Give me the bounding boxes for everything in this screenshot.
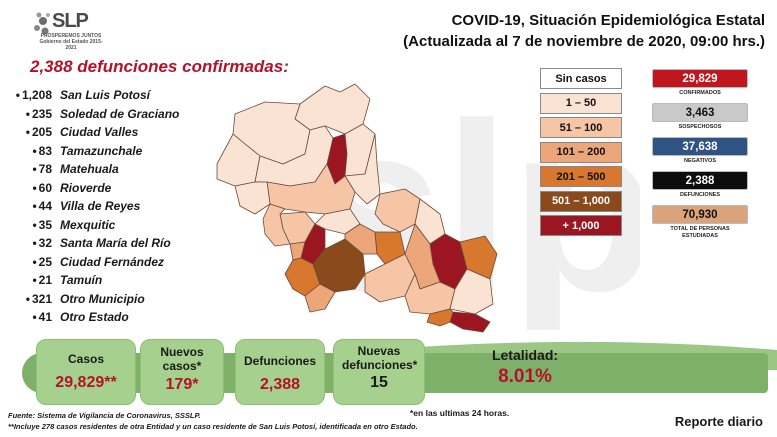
- stat-label: TOTAL DE PERSONAS ESTUDIADAS: [670, 226, 730, 239]
- death-count: • 1,208: [15, 88, 52, 103]
- slp-logo-icon: [34, 12, 50, 35]
- bullet-icon: •: [15, 88, 20, 103]
- stat-value: 29,829: [652, 69, 748, 88]
- stat-label: DEFUNCIONES: [679, 192, 721, 198]
- municipality-name: Ciudad Valles: [60, 125, 139, 140]
- municipality-name: Soledad de Graciano: [60, 106, 180, 121]
- map-region-center-2: [234, 181, 271, 215]
- list-item: • 25 Ciudad Fernández: [8, 253, 179, 272]
- card-casos: Casos 29,829**: [36, 339, 136, 405]
- stat-label: CONFIRMADOS: [679, 90, 721, 96]
- deaths-header: 2,388 defunciones confirmadas:: [30, 57, 289, 76]
- list-item: • 78 Matehuala: [8, 160, 179, 179]
- casos-value: 29,829**: [55, 374, 117, 391]
- death-count: • 32: [32, 236, 52, 251]
- logo-text: SLP: [52, 10, 89, 32]
- legend-item: 501 – 1,000: [540, 190, 622, 212]
- death-count: • 60: [32, 180, 52, 195]
- map-region-mexquitic: [262, 203, 291, 247]
- defunciones-value: 2,388: [259, 376, 301, 393]
- death-count: • 41: [32, 310, 52, 325]
- municipality-name: Tamuín: [60, 273, 103, 288]
- list-item: • 32 Santa María del Río: [8, 234, 179, 253]
- list-item: • 235 Soledad de Graciano: [8, 105, 180, 124]
- bullet-icon: •: [25, 106, 30, 121]
- map-region-south-1: [304, 283, 336, 313]
- municipality-name: Ciudad Fernández: [60, 254, 165, 269]
- legend-item: 1 – 50: [540, 92, 622, 114]
- list-item: • 321 Otro Municipio: [8, 290, 179, 309]
- municipality-name: Matehuala: [60, 162, 119, 177]
- municipality-name: Santa María del Río: [60, 236, 171, 251]
- bullet-icon: •: [32, 273, 37, 288]
- note-24h: *en las ultimas 24 horas.: [410, 408, 510, 418]
- legend-item: + 1,000: [540, 215, 622, 236]
- list-item: • 41 Otro Estado: [8, 308, 179, 327]
- list-item: • 44 Villa de Reyes: [8, 197, 179, 216]
- map-region-south-east: [426, 308, 454, 327]
- state-choropleth-map: [216, 83, 498, 333]
- death-count: • 25: [32, 254, 52, 269]
- death-count: • 78: [32, 162, 52, 177]
- bullet-icon: •: [32, 217, 37, 232]
- bullet-icon: •: [25, 291, 30, 306]
- reporte-diario-label: Reporte diario: [674, 414, 763, 429]
- map-region-tamazunchale: [449, 311, 491, 333]
- page-title: COVID-19, Situación Epidemiológica Estat…: [403, 12, 765, 50]
- death-count: • 321: [25, 291, 52, 306]
- municipality-deaths-list: • 1,208 San Luis Potosí • 235 Soledad de Grac…: [8, 86, 180, 327]
- stats-panel: 29,829 CONFIRMADOS 3,463 SOSPECHOSOS 37,638 N…: [652, 69, 748, 239]
- death-count: • 44: [32, 199, 52, 214]
- municipality-name: San Luis Potosí: [60, 88, 151, 103]
- death-count: • 235: [25, 106, 52, 121]
- list-item: • 83 Tamazunchale: [8, 142, 179, 161]
- stat-value: 2,388: [652, 171, 748, 190]
- municipality-name: Otro Municipio: [60, 291, 145, 306]
- bullet-icon: •: [32, 180, 37, 195]
- stat-label: SOSPECHOSOS: [678, 124, 722, 130]
- list-item: • 1,208 San Luis Potosí: [8, 86, 179, 105]
- stat-value: 37,638: [652, 137, 748, 156]
- bullet-icon: •: [32, 254, 37, 269]
- list-item: • 60 Rioverde: [8, 179, 179, 198]
- stat-value: 3,463: [652, 103, 748, 122]
- bullet-icon: •: [32, 236, 37, 251]
- legend-item: 101 – 200: [540, 141, 622, 163]
- map-region-rioverde: [374, 188, 421, 233]
- municipality-name: Rioverde: [60, 180, 112, 195]
- death-count: • 21: [32, 273, 52, 288]
- legend-item: 201 – 500: [540, 166, 622, 187]
- list-item: • 35 Mexquitic: [8, 216, 179, 235]
- card-nuevos-casos: Nuevos casos* 179*: [140, 339, 224, 405]
- municipality-name: Villa de Reyes: [60, 199, 141, 214]
- card-nuevas-defunciones: Nuevas defunciones* 15: [333, 339, 425, 405]
- bullet-icon: •: [32, 199, 37, 214]
- bullet-icon: •: [32, 162, 37, 177]
- map-region-tamuin: [459, 235, 498, 280]
- bullet-icon: •: [32, 143, 37, 158]
- death-count: • 205: [25, 125, 52, 140]
- municipality-name: Otro Estado: [60, 310, 129, 325]
- death-count: • 83: [32, 143, 52, 158]
- letalidad-value: 8.01%: [498, 366, 552, 387]
- list-item: • 21 Tamuín: [8, 271, 179, 290]
- list-item: • 205 Ciudad Valles: [8, 123, 179, 142]
- letalidad: Letalidad: 8.01%: [470, 348, 580, 388]
- stat-value: 70,930: [652, 205, 748, 224]
- map-legend: Sin casos 1 – 50 51 – 100 101 – 200 201 – 50…: [540, 68, 622, 240]
- legend-item: 51 – 100: [540, 117, 622, 138]
- legend-item: Sin casos: [540, 68, 622, 89]
- logo-subtitle: PROSPEREMOS JUNTOS Gobierno del Estado 2…: [39, 33, 103, 51]
- nuevas-defunciones-value: 15: [370, 374, 388, 391]
- nuevos-casos-value: 179*: [165, 376, 199, 393]
- death-count: • 35: [32, 217, 52, 232]
- card-defunciones: Defunciones 2,388: [235, 339, 325, 405]
- stat-label: NEGATIVOS: [684, 158, 716, 164]
- bullet-icon: •: [32, 310, 37, 325]
- footer-source: Fuente: Sistema de Vigilancia de Coronav…: [8, 411, 418, 431]
- municipality-name: Tamazunchale: [60, 143, 143, 158]
- bullet-icon: •: [25, 125, 30, 140]
- municipality-name: Mexquitic: [60, 217, 116, 232]
